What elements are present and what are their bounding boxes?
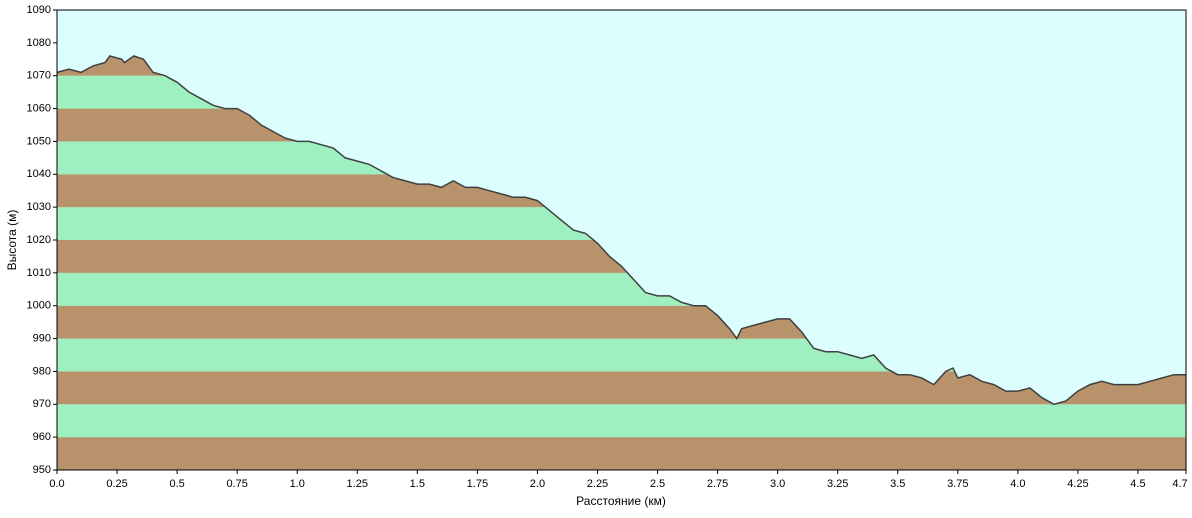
y-axis-label: Высота (м): [5, 210, 19, 271]
y-tick-label: 1020: [27, 234, 51, 246]
x-tick-label: 2.25: [587, 478, 608, 490]
x-tick-label: 3.25: [827, 478, 848, 490]
x-tick-label: 2.5: [650, 478, 665, 490]
y-tick-label: 950: [33, 464, 51, 476]
x-tick-label: 1.5: [410, 478, 425, 490]
y-tick-label: 1000: [27, 300, 51, 312]
x-tick-label: 2.75: [707, 478, 728, 490]
y-tick-label: 1070: [27, 70, 51, 82]
x-tick-label: 4.0: [1010, 478, 1025, 490]
x-tick-label: 0.5: [169, 478, 184, 490]
y-tick-label: 1040: [27, 168, 51, 180]
y-tick-label: 1090: [27, 4, 51, 16]
y-tick-label: 1080: [27, 37, 51, 49]
x-tick-label: 0.25: [106, 478, 127, 490]
y-tick-label: 1010: [27, 267, 51, 279]
x-tick-label: 2.0: [530, 478, 545, 490]
x-tick-label: 4.25: [1067, 478, 1088, 490]
elevation-line: [56, 55, 1186, 406]
y-tick-label: 1030: [27, 201, 51, 213]
y-tick-label: 970: [33, 398, 51, 410]
elevation-band: [57, 404, 1186, 438]
x-tick-label: 3.75: [947, 478, 968, 490]
x-tick-label: 4.7: [1172, 478, 1187, 490]
x-tick-label: 3.0: [770, 478, 785, 490]
x-tick-label: 0.75: [226, 478, 247, 490]
y-tick-label: 1060: [27, 102, 51, 114]
x-tick-label: 1.75: [467, 478, 488, 490]
y-tick-label: 980: [33, 365, 51, 377]
x-tick-label: 3.5: [890, 478, 905, 490]
x-tick-label: 0.0: [49, 478, 64, 490]
x-axis-label: Расстояние (км): [576, 494, 666, 508]
x-tick-label: 1.25: [347, 478, 368, 490]
x-tick-label: 1.0: [290, 478, 305, 490]
y-tick-label: 1050: [27, 135, 51, 147]
elevation-band: [57, 437, 1186, 470]
x-tick-label: 4.5: [1130, 478, 1145, 490]
y-tick-label: 960: [33, 431, 51, 443]
y-tick-label: 990: [33, 332, 51, 344]
